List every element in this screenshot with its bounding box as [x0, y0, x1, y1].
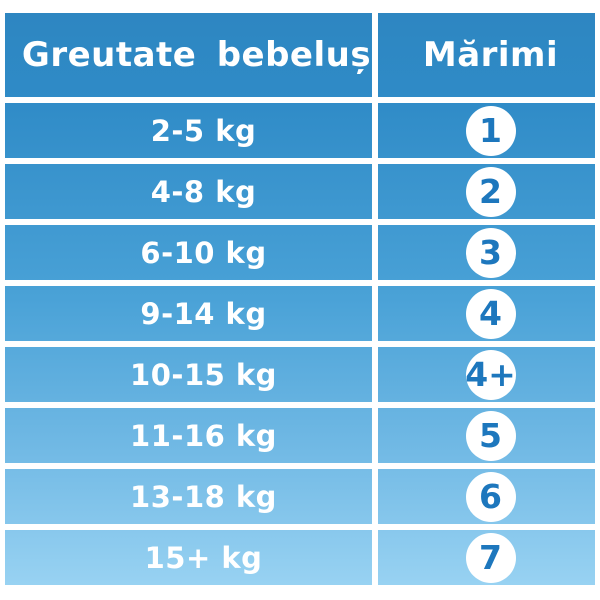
size-number: 1: [479, 111, 502, 150]
table-row: 10-15 kg 4+: [5, 347, 595, 402]
weight-value: 10-15 kg: [130, 357, 277, 392]
row-divider: [5, 97, 595, 103]
size-cell: 1: [372, 103, 595, 158]
row-divider: [5, 280, 595, 286]
size-badge: 4: [465, 288, 516, 339]
row-divider: [5, 158, 595, 164]
size-cell: 2: [372, 164, 595, 219]
weight-value: 6-10 kg: [140, 235, 267, 270]
row-divider: [5, 402, 595, 408]
size-badge: 3: [465, 227, 516, 278]
row-divider: [5, 341, 595, 347]
size-cell: 4: [372, 286, 595, 341]
size-cell: 3: [372, 225, 595, 280]
size-cell: 7: [372, 530, 595, 585]
size-number: 6: [479, 477, 502, 516]
size-number: 4+: [465, 355, 516, 394]
row-divider: [5, 524, 595, 530]
size-badge: 7: [465, 532, 516, 583]
table-row: 2-5 kg 1: [5, 103, 595, 158]
size-badge: 2: [465, 166, 516, 217]
size-badge: 1: [465, 105, 516, 156]
table-row: 9-14 kg 4: [5, 286, 595, 341]
weight-value: 4-8 kg: [150, 174, 257, 209]
size-number: 5: [479, 416, 502, 455]
weight-value: 13-18 kg: [130, 479, 277, 514]
column-separator: [372, 13, 378, 585]
weight-value: 9-14 kg: [140, 296, 267, 331]
size-cell: 4+: [372, 347, 595, 402]
table-row: 4-8 kg 2: [5, 164, 595, 219]
table-body: 2-5 kg 1 4-8 kg 2 6-10 kg 3 9-14 kg 4: [5, 97, 595, 585]
table-row: 13-18 kg 6: [5, 469, 595, 524]
weight-value: 11-16 kg: [130, 418, 277, 453]
header-weight-label: Greutate bebeluș: [21, 35, 372, 75]
size-badge: 6: [465, 471, 516, 522]
table-row: 6-10 kg 3: [5, 225, 595, 280]
size-chart-table: Greutate bebeluș Mărimi 2-5 kg 1 4-8 kg …: [5, 13, 595, 585]
weight-value: 2-5 kg: [150, 113, 257, 148]
row-divider: [5, 219, 595, 225]
size-number: 3: [479, 233, 502, 272]
table-header-row: Greutate bebeluș Mărimi: [5, 13, 595, 97]
size-badge: 4+: [465, 349, 516, 400]
size-number: 4: [479, 294, 502, 333]
table-row: 11-16 kg 5: [5, 408, 595, 463]
size-badge: 5: [465, 410, 516, 461]
row-divider: [5, 463, 595, 469]
header-sizes-label: Mărimi: [422, 35, 559, 75]
table-row: 15+ kg 7: [5, 530, 595, 585]
size-cell: 5: [372, 408, 595, 463]
weight-value: 15+ kg: [144, 540, 263, 575]
size-number: 2: [479, 172, 502, 211]
size-number: 7: [479, 538, 502, 577]
size-cell: 6: [372, 469, 595, 524]
